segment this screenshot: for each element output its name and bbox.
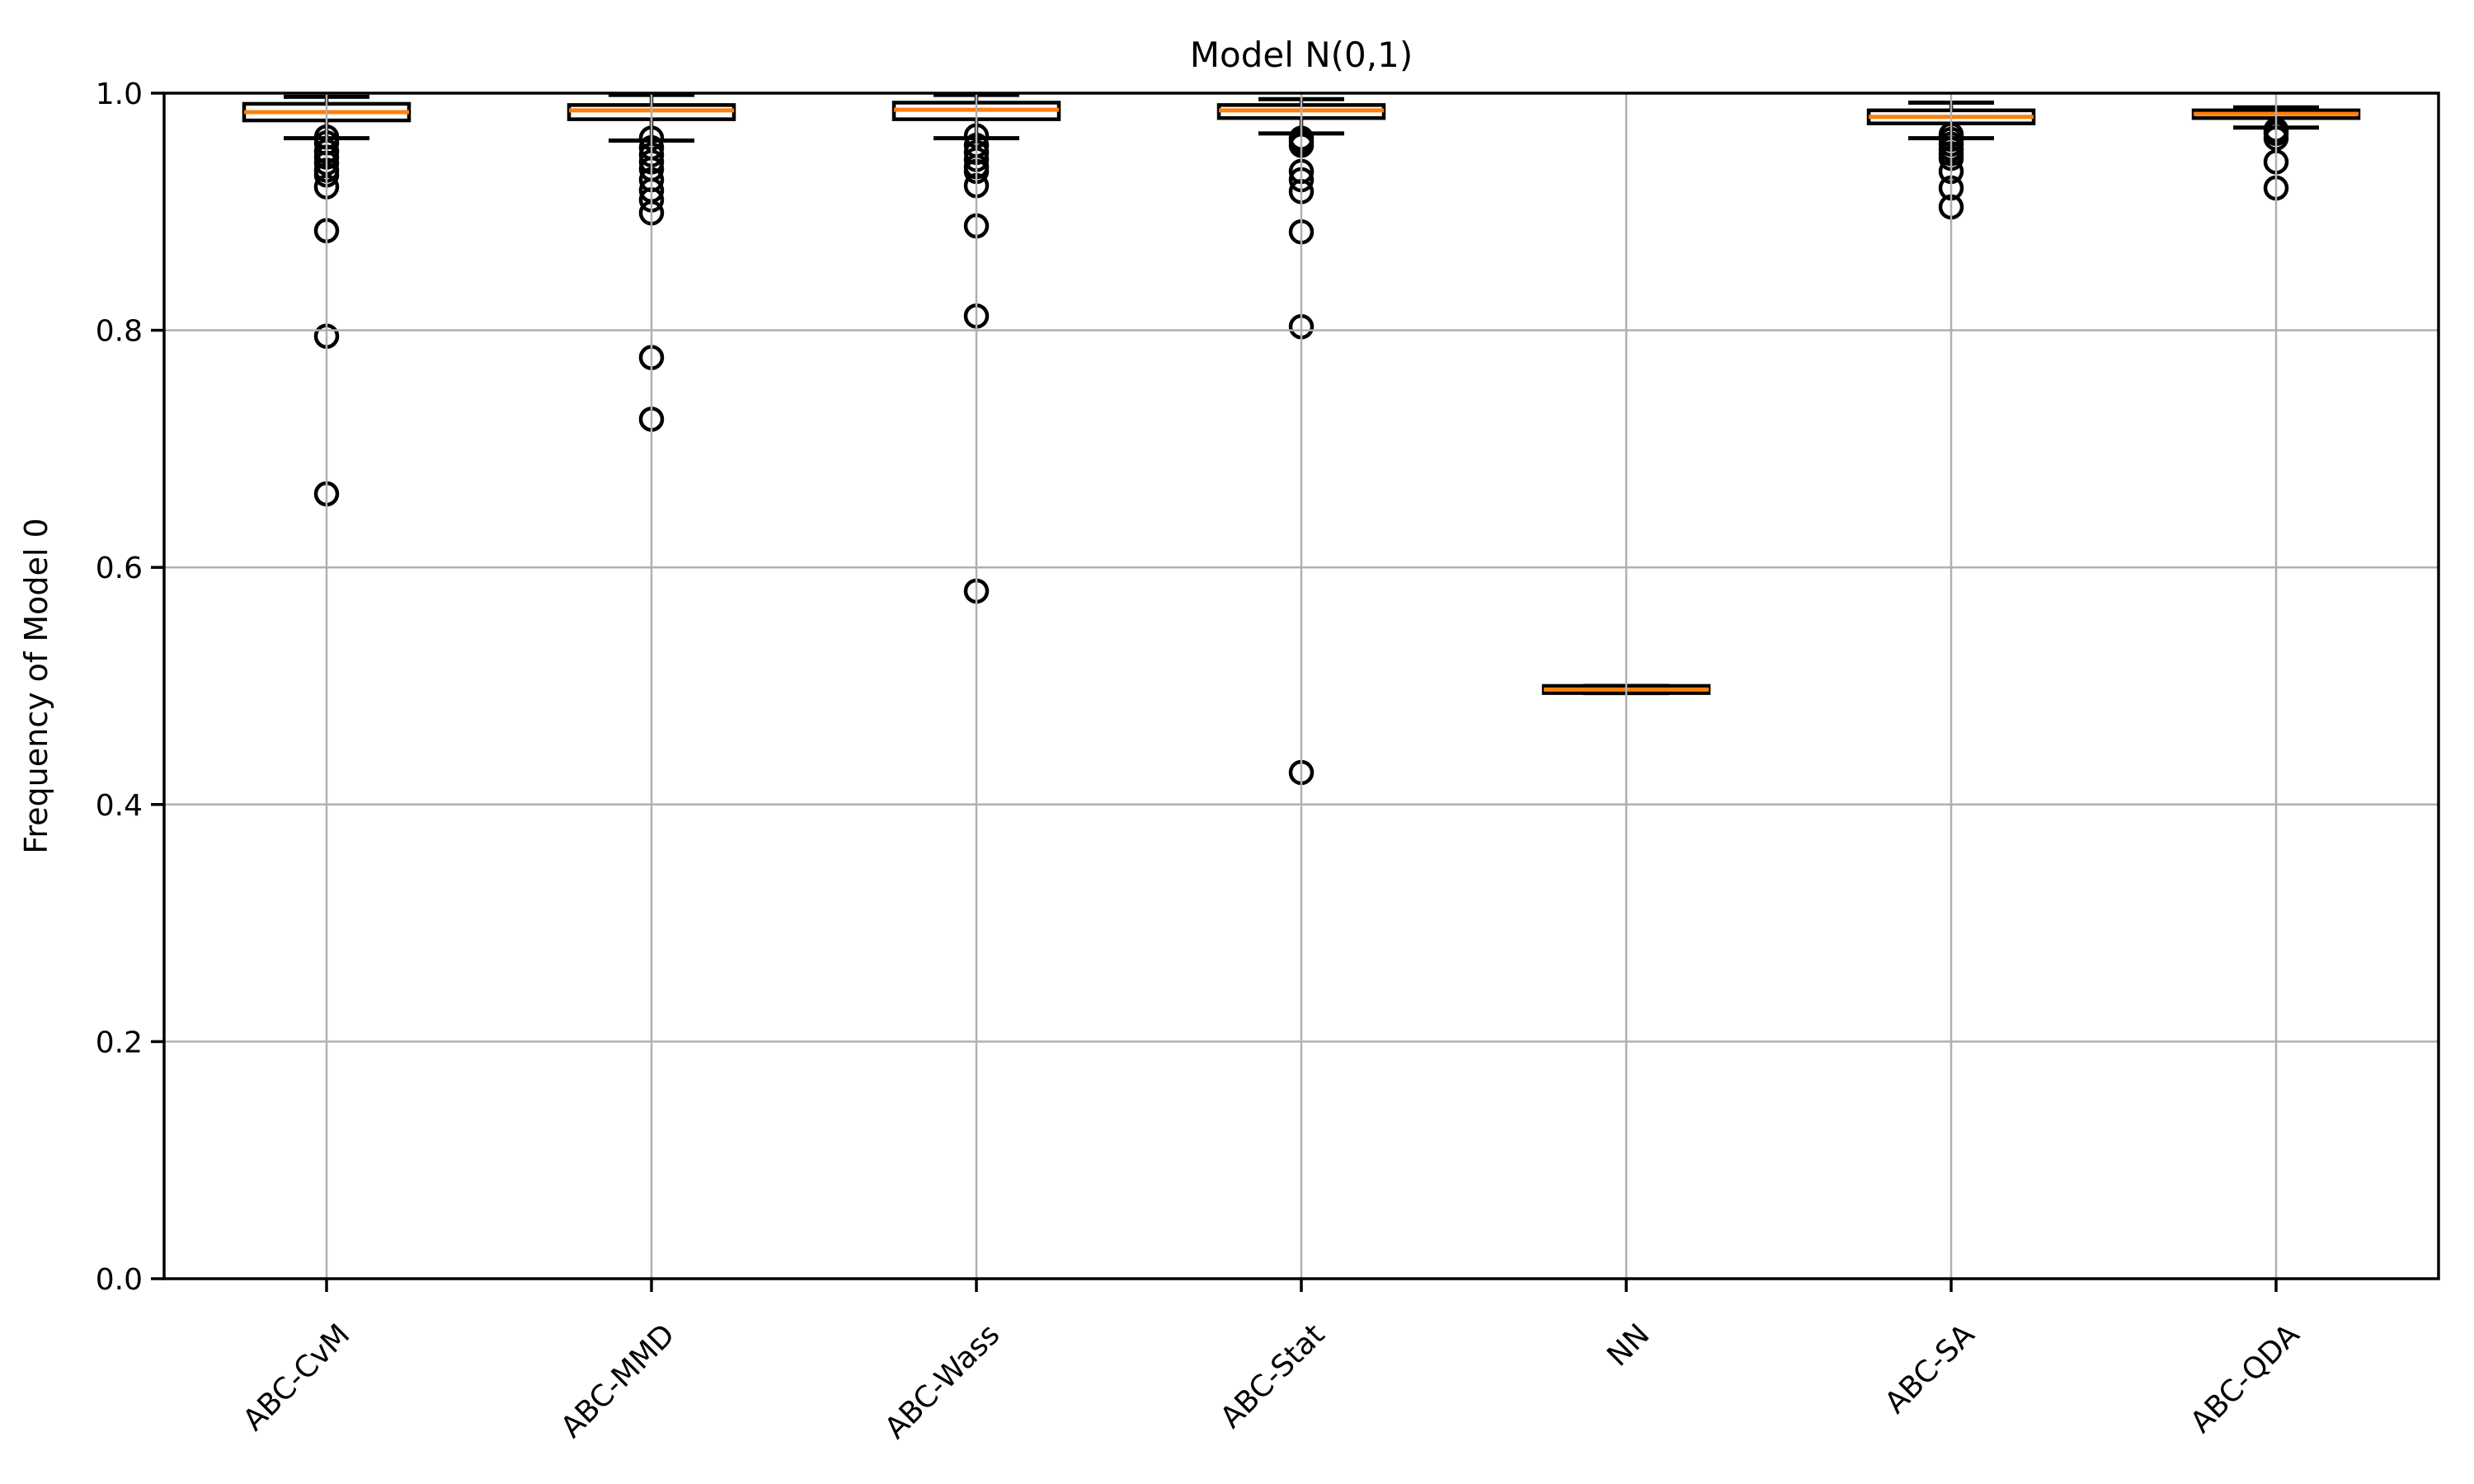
y-axis: 0.0 0.2 0.4 0.6 0.8 1.0 xyxy=(96,77,164,1297)
x-tick-label: NN xyxy=(1601,1317,1656,1373)
x-axis: ABC-CvM ABC-MMD ABC-Wass ABC-Stat NN ABC-SA AB… xyxy=(237,1279,2307,1445)
y-axis-label: Frequency of Model 0 xyxy=(18,518,54,854)
x-tick-label: ABC-MMD xyxy=(554,1317,681,1444)
x-tick-label: ABC-Wass xyxy=(878,1317,1006,1445)
gridlines xyxy=(164,93,2439,1279)
chart-title: Model N(0,1) xyxy=(1189,35,1413,75)
x-tick-label: ABC-QDA xyxy=(2184,1317,2306,1439)
y-tick-label: 0.8 xyxy=(96,315,143,349)
x-tick-label: ABC-CvM xyxy=(237,1317,356,1437)
y-tick-label: 0.6 xyxy=(96,552,143,585)
y-tick-label: 1.0 xyxy=(96,77,143,111)
y-tick-label: 0.4 xyxy=(96,789,143,823)
x-tick-label: ABC-Stat xyxy=(1214,1317,1331,1435)
y-tick-label: 0.2 xyxy=(96,1026,143,1059)
x-tick-label: ABC-SA xyxy=(1879,1317,1982,1421)
y-tick-label: 0.0 xyxy=(96,1263,143,1297)
